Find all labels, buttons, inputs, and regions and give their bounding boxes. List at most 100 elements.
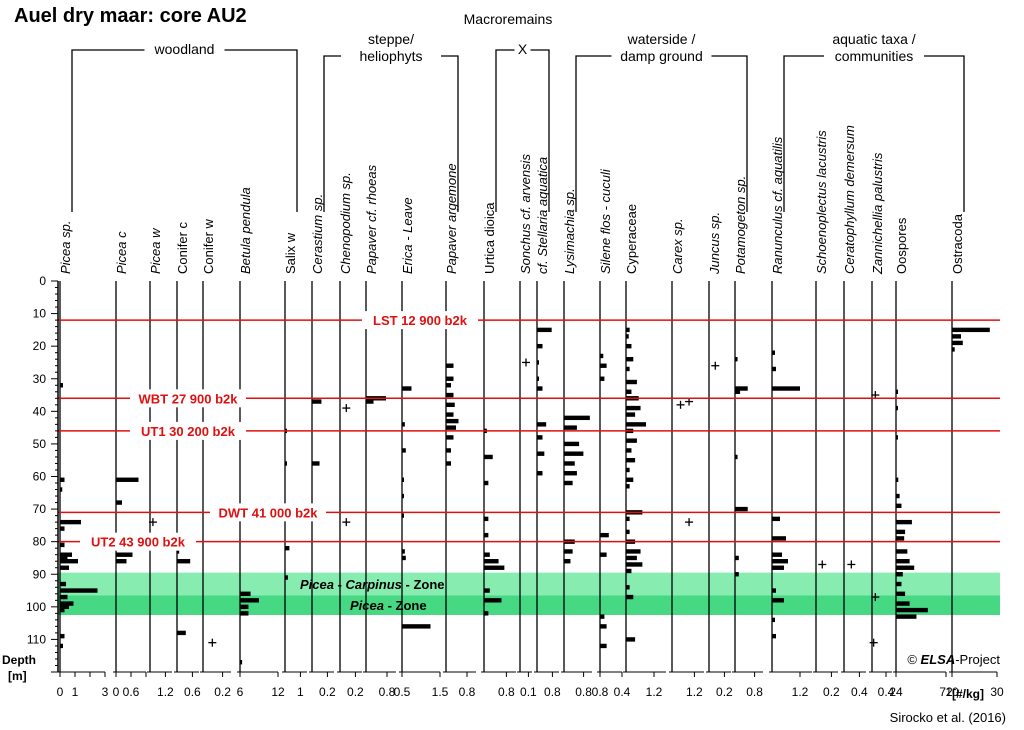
- bar-cyperaceae-20: [626, 516, 630, 522]
- group-label-steppe: heliophyts: [359, 48, 422, 64]
- column-zannichellia-palustris: Zannichellia palustris 0.4: [869, 152, 895, 699]
- column-schoenoplectus-lacustris: Schoenoplectus lacustris 0.2: [813, 130, 840, 699]
- taxon-label-sonchus-cf-arvensis: Sonchus cf. arvensis: [518, 154, 533, 274]
- taxon-label-carex-sp: Carex sp.: [670, 218, 685, 274]
- bar-oospores-3: [896, 435, 898, 440]
- bar-papaver-argemone-10: [446, 448, 451, 453]
- bar-urtica-dioica-6: [484, 552, 490, 557]
- bar-picea-sp-3: [60, 487, 63, 492]
- bar-lysimachia-sp-1: [564, 415, 590, 421]
- column-cyperaceae: Cyperaceae 1.2: [623, 204, 666, 699]
- bar-cyperaceae-10: [626, 412, 636, 417]
- group-label-waterside: waterside /: [627, 31, 696, 47]
- event-label-ut1-30-200-b2k: UT1 30 200 b2k: [141, 424, 236, 439]
- bar-ranunculus-cf-aquatilis-10: [772, 598, 784, 603]
- y-tick-label-10: 10: [33, 307, 47, 321]
- bar-ranunculus-cf-aquatilis-11: [772, 617, 775, 623]
- tick-label-schoenoplectus-lacustris: 0.2: [823, 685, 840, 699]
- bar-ranunculus-cf-aquatilis-2: [772, 366, 776, 372]
- bar-ostracoda-1: [952, 327, 990, 333]
- bar-cyperaceae-7: [626, 389, 632, 394]
- copyright-suffix: -Project: [955, 652, 1000, 667]
- bar-erica-leave-9: [402, 624, 431, 629]
- bar-oospores-14: [896, 581, 902, 587]
- column-juncus-sp: Juncus sp. 0.2: [706, 212, 733, 699]
- bar-papaver-argemone-5: [446, 402, 455, 408]
- bar-ranunculus-cf-aquatilis-4: [772, 516, 780, 522]
- zone-band-1: [58, 572, 1000, 596]
- bar-potamogeton-sp-2: [735, 386, 748, 391]
- column-ceratophyllum-demersum: Ceratophyllum demersum 0.4: [841, 125, 868, 699]
- bar-lysimachia-sp-7: [564, 480, 573, 486]
- y-tick-label-70: 70: [33, 502, 47, 516]
- bar-betula-pendula-2: [240, 598, 259, 603]
- taxon-label-picea-sp: Picea sp.: [58, 221, 73, 274]
- column-papaver-argemone: Papaver argemone 0.8: [443, 163, 476, 699]
- bar-betula-pendula-3: [240, 604, 249, 610]
- event-label-dwt-41-000-b2k: DWT 41 000 b2k: [219, 505, 319, 520]
- bar-papaver-argemone-9: [446, 435, 454, 440]
- column-conifer-w: Conifer w 0.2: [200, 218, 231, 699]
- taxon-label-ceratophyllum-demersum: Ceratophyllum demersum: [842, 125, 857, 274]
- tick-label-oospores: 72: [939, 685, 953, 699]
- tick-label-erica-leave: 1.5: [432, 685, 449, 699]
- taxon-label-silene-flos-cuculi: Silene flos - cuculi: [598, 168, 613, 274]
- bar-conifer-c-3: [177, 630, 186, 636]
- bar-urtica-dioica-10: [484, 598, 502, 603]
- bar-cf-stellaria-aquatica-2: [537, 343, 543, 349]
- event-label-lst-12-900-b2k: LST 12 900 b2k: [373, 313, 468, 328]
- bar-silene-flos-cuculi-1: [600, 353, 604, 359]
- taxon-label-papaver-argemone: Papaver argemone: [444, 163, 459, 274]
- bar-papaver-cf-rhoeas-2: [366, 399, 374, 404]
- column-chenopodium-sp: Chenopodium sp. 0.2: [337, 172, 364, 699]
- bar-cyperaceae-13: [626, 438, 637, 443]
- bar-cyperaceae-5: [626, 366, 630, 372]
- bar-oospores-15: [896, 591, 906, 596]
- bar-erica-leave-8: [402, 555, 406, 561]
- taxon-label-conifer-c: Conifer c: [175, 221, 190, 274]
- event-label-bg-ut1-30-200-b2k: [130, 421, 246, 440]
- y-tick-label-20: 20: [33, 339, 47, 353]
- bar-picea-sp-17: [60, 633, 65, 639]
- bar-papaver-argemone-2: [446, 376, 454, 381]
- bar-ranunculus-cf-aquatilis-6: [772, 552, 782, 557]
- tick-label-picea-sp: 1: [72, 685, 79, 699]
- bar-erica-leave-3: [402, 448, 406, 453]
- event-lines: LST 12 900 b2k WBT 27 900 b2k UT1 30 200 b…: [58, 311, 1000, 551]
- bar-papaver-argemone-7: [446, 418, 459, 424]
- taxon-label-picea-w: Picea w: [148, 227, 163, 274]
- bar-picea-sp-7: [60, 552, 72, 557]
- taxon-label-cyperaceae: Cyperaceae: [624, 204, 639, 274]
- bar-cyperaceae-24: [626, 555, 637, 561]
- bar-cf-stellaria-aquatica-9: [537, 471, 543, 476]
- tick-label-oospores: 24: [889, 685, 903, 699]
- bar-lysimachia-sp-2: [564, 425, 577, 430]
- taxon-label-chenopodium-sp: Chenopodium sp.: [338, 172, 353, 274]
- column-picea-c: Picea c 0 0.6: [113, 231, 147, 699]
- y-tick-label-100: 100: [26, 600, 46, 614]
- bar-cyperaceae-26: [626, 568, 632, 574]
- group-steppe: steppe/heliophyts: [323, 31, 459, 212]
- y-tick-label-0: 0: [39, 274, 46, 288]
- bar-oospores-2: [896, 405, 898, 411]
- bar-ranunculus-cf-aquatilis-5: [772, 536, 786, 541]
- bar-picea-sp-18: [60, 643, 63, 649]
- bar-picea-sp-10: [60, 565, 69, 570]
- taxon-label-zannichellia-palustris: Zannichellia palustris: [870, 152, 885, 275]
- bar-cyperaceae-6: [626, 379, 637, 385]
- bar-salix-w-2: [285, 461, 287, 466]
- depth-axis: 0 10 20 30 40 50 60 70 80 90 100 110 Depth [m]: [2, 274, 59, 683]
- bar-oospores-16: [896, 601, 910, 606]
- bar-ostracoda-2: [952, 334, 961, 339]
- bar-picea-sp-16: [60, 607, 65, 613]
- bar-conifer-c-2: [177, 559, 191, 564]
- bar-oospores-7: [896, 519, 912, 525]
- group-bracket-aquatic: [783, 55, 965, 212]
- group-label-aquatic: communities: [835, 48, 914, 64]
- tick-label-erica-leave: 0.5: [394, 685, 411, 699]
- bar-silene-flos-cuculi-4: [600, 532, 609, 538]
- group-label-woodland: woodland: [154, 41, 215, 57]
- tick-label-carex-sp: 1.2: [686, 685, 703, 699]
- bar-picea-sp-15: [60, 604, 69, 610]
